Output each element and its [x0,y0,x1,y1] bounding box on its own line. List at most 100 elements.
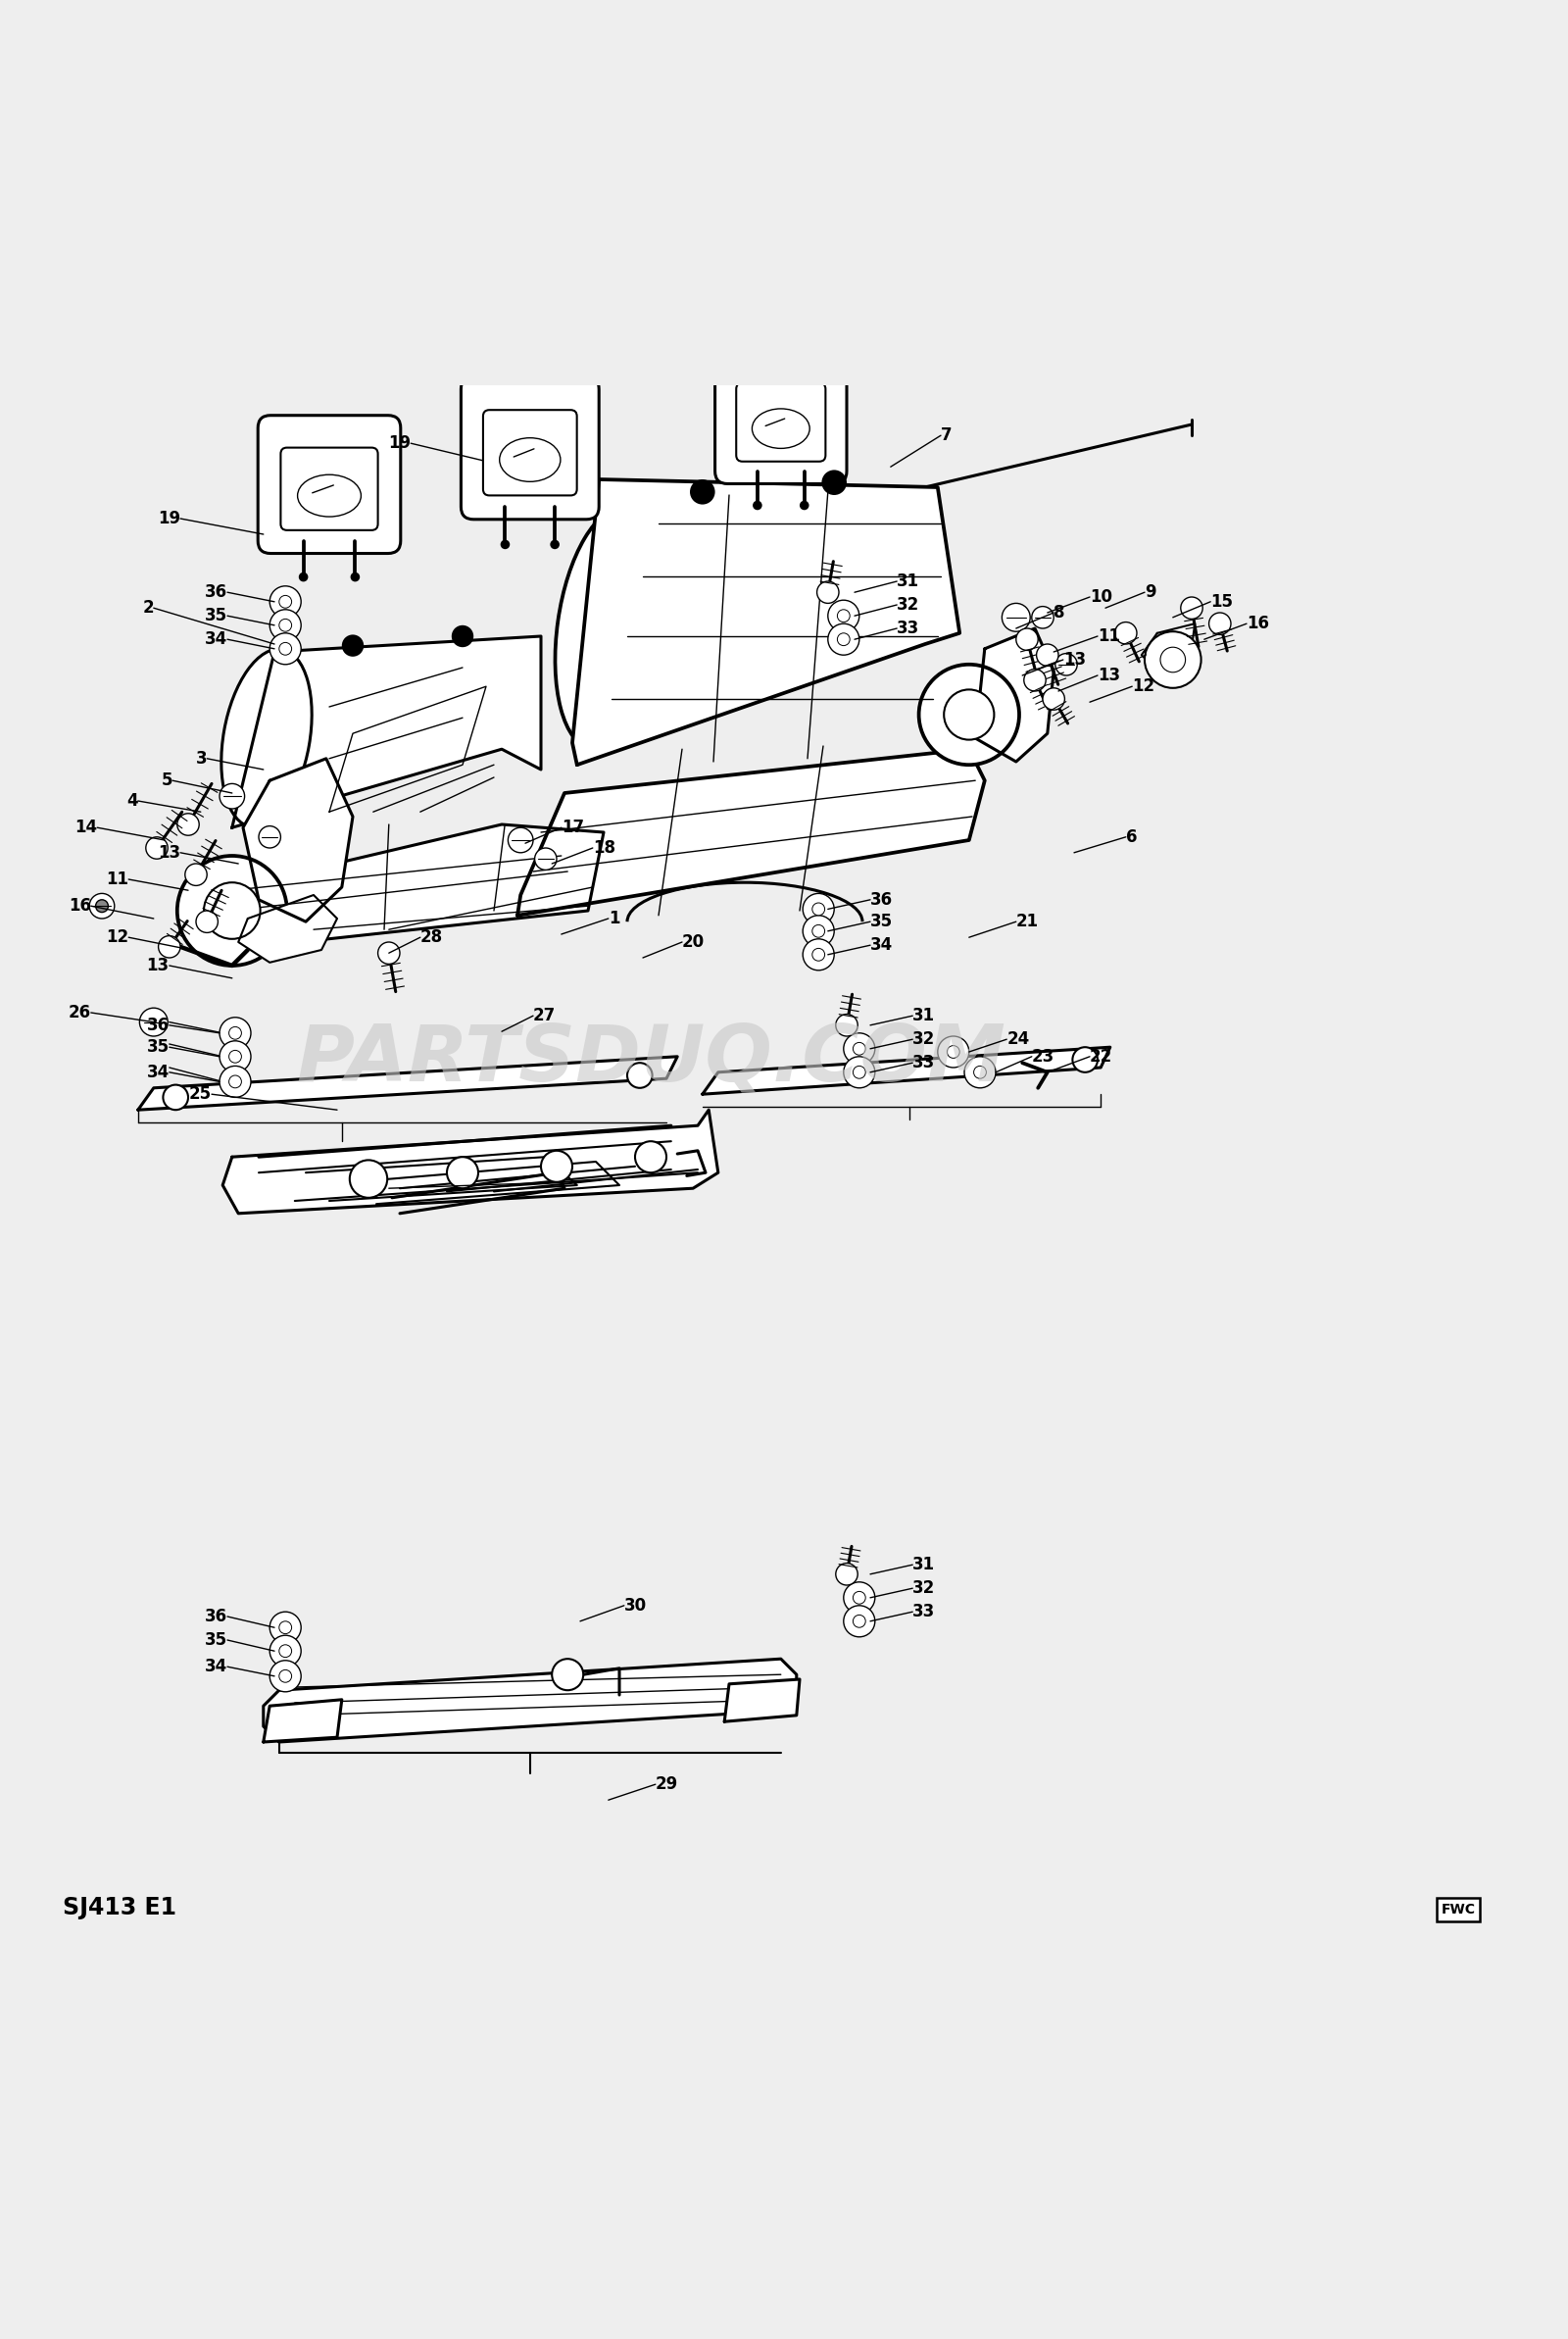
Text: 31: 31 [913,1555,935,1574]
Polygon shape [724,1679,800,1722]
Circle shape [844,1581,875,1614]
Text: 16: 16 [1247,615,1269,632]
Circle shape [279,1670,292,1682]
Circle shape [836,1562,858,1586]
Circle shape [853,1591,866,1605]
Text: 34: 34 [204,632,227,648]
Circle shape [828,625,859,655]
Circle shape [1209,613,1231,634]
Circle shape [204,882,260,938]
Circle shape [1160,648,1185,671]
Circle shape [812,924,825,938]
Circle shape [550,540,560,550]
Text: 26: 26 [69,1003,91,1022]
Polygon shape [263,1658,797,1743]
Text: 31: 31 [897,573,919,589]
Circle shape [836,1015,858,1036]
Text: 13: 13 [1098,667,1120,685]
Text: 34: 34 [870,936,894,954]
Circle shape [96,901,108,912]
Text: 32: 32 [913,1579,936,1598]
Circle shape [800,501,809,510]
Circle shape [196,910,218,933]
Circle shape [853,1043,866,1055]
Text: 5: 5 [162,772,172,788]
Text: 19: 19 [389,435,411,451]
Circle shape [298,573,309,582]
Circle shape [635,1141,666,1172]
Polygon shape [232,636,541,828]
Text: 33: 33 [913,1602,936,1621]
Circle shape [944,690,994,739]
Text: 16: 16 [69,898,91,915]
FancyBboxPatch shape [461,377,599,519]
Ellipse shape [555,508,662,748]
Circle shape [844,1057,875,1088]
Circle shape [1055,653,1077,676]
Text: 34: 34 [146,1064,169,1081]
Circle shape [158,936,180,957]
Circle shape [1036,643,1058,667]
Circle shape [974,1067,986,1078]
Circle shape [270,587,301,617]
Circle shape [89,893,114,919]
Text: SJ413 E1: SJ413 E1 [63,1895,176,1920]
Text: 6: 6 [1126,828,1137,847]
Text: PARTSDUQ.COM: PARTSDUQ.COM [296,1022,1005,1097]
Circle shape [803,915,834,947]
Polygon shape [238,896,337,961]
Circle shape [163,1085,188,1111]
Polygon shape [243,758,353,922]
Circle shape [279,620,292,632]
Text: 11: 11 [107,870,129,889]
Circle shape [535,849,557,870]
Circle shape [270,634,301,664]
Circle shape [1145,632,1201,688]
Ellipse shape [500,437,560,482]
Text: 9: 9 [1145,582,1156,601]
Circle shape [270,610,301,641]
Text: 35: 35 [205,608,227,625]
Text: 25: 25 [190,1085,212,1104]
Circle shape [279,596,292,608]
Circle shape [822,470,847,496]
Circle shape [844,1605,875,1637]
Circle shape [270,1635,301,1668]
Text: 24: 24 [1007,1031,1030,1048]
Text: 32: 32 [897,596,920,613]
Circle shape [947,1046,960,1057]
Text: 19: 19 [158,510,180,526]
Text: 35: 35 [870,912,892,931]
Text: 11: 11 [1098,627,1120,646]
Circle shape [844,1034,875,1064]
Circle shape [853,1067,866,1078]
Circle shape [177,856,287,966]
Text: 35: 35 [205,1630,227,1649]
Circle shape [837,610,850,622]
Text: 27: 27 [533,1008,557,1024]
Circle shape [279,1621,292,1633]
Circle shape [803,893,834,924]
Text: 4: 4 [127,793,138,809]
Text: 14: 14 [75,819,97,837]
Circle shape [279,643,292,655]
Circle shape [220,784,245,809]
Text: 10: 10 [1090,587,1112,606]
Circle shape [185,863,207,886]
FancyBboxPatch shape [281,447,378,531]
Text: 22: 22 [1090,1048,1113,1064]
Circle shape [270,1612,301,1644]
Circle shape [964,1057,996,1088]
Circle shape [500,540,510,550]
Text: FWC: FWC [1441,1904,1475,1916]
Circle shape [552,1658,583,1691]
Text: 36: 36 [205,582,227,601]
Text: 18: 18 [593,840,615,856]
Polygon shape [572,479,960,765]
Ellipse shape [221,648,312,828]
Text: 21: 21 [1016,912,1038,931]
Text: 12: 12 [107,929,129,947]
Circle shape [812,947,825,961]
Circle shape [919,664,1019,765]
Circle shape [220,1067,251,1097]
